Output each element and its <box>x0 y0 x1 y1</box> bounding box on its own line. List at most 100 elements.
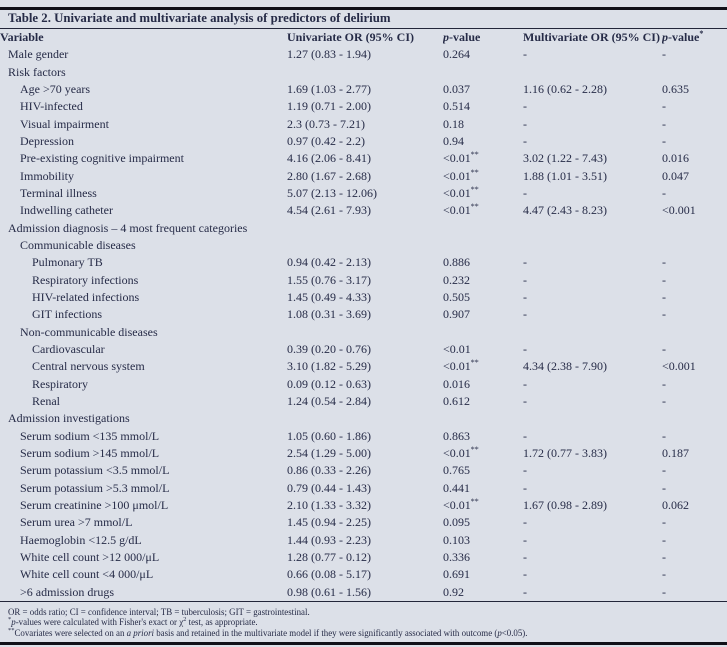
table-row: White cell count <4 000/μL 0.66 (0.08 - 5… <box>0 566 727 583</box>
univariate-or-cell <box>287 219 443 236</box>
multivariate-or-cell: - <box>523 376 527 391</box>
univariate-or-cell: 0.97 (0.42 - 2.2) <box>287 133 365 148</box>
p-value-multi-cell: - <box>662 394 666 409</box>
table-row: Cardiovascular 0.39 (0.20 - 0.76) <0.01 - - <box>0 341 727 358</box>
col-header-univariate-or: Univariate OR (95% CI) <box>287 30 414 44</box>
multivariate-or-cell: 4.34 (2.38 - 7.90) <box>523 359 607 374</box>
table-row: Pre-existing cognitive impairment 4.16 (2… <box>0 150 727 167</box>
variable-label: Depression <box>20 133 74 148</box>
bottom-rule <box>0 642 727 645</box>
univariate-or-cell: 2.3 (0.73 - 7.21) <box>287 116 365 131</box>
table-row: >6 admission drugs 0.98 (0.61 - 1.56) 0.92… <box>0 584 727 601</box>
variable-label: Central nervous system <box>32 359 145 374</box>
p-value-multi-cell: - <box>662 567 666 582</box>
p-value-multi-cell: - <box>662 428 666 443</box>
table-row: Visual impairment 2.3 (0.73 - 7.21) 0.18 - - <box>0 115 727 132</box>
univariate-or-cell: 1.24 (0.54 - 2.84) <box>287 394 371 409</box>
univariate-or-cell: 1.28 (0.77 - 0.12) <box>287 550 371 565</box>
table-row: Pulmonary TB 0.94 (0.42 - 2.13) 0.886 - - <box>0 254 727 271</box>
univariate-or-cell: 0.09 (0.12 - 0.63) <box>287 376 371 391</box>
p-value-cell: 0.612 <box>443 394 470 409</box>
p-value-cell: 0.18 <box>443 116 464 131</box>
table-row: Male gender 1.27 (0.83 - 1.94) 0.264 - - <box>0 46 727 63</box>
p-value-multi-cell: 0.635 <box>662 81 689 96</box>
table-row: Renal 1.24 (0.54 - 2.84) 0.612 - - <box>0 393 727 410</box>
variable-label: Pulmonary TB <box>32 255 103 270</box>
variable-label: Serum potassium >5.3 mmol/L <box>20 480 170 495</box>
p-value-cell: 0.765 <box>443 463 470 478</box>
p-value-cell: 0.264 <box>443 47 470 62</box>
multivariate-or-cell: - <box>523 272 527 287</box>
univariate-or-cell: 0.39 (0.20 - 0.76) <box>287 342 371 357</box>
variable-label: Communicable diseases <box>20 237 136 252</box>
col-header-multivariate-or: Multivariate OR (95% CI) <box>523 30 660 44</box>
p-value-cell: 0.095 <box>443 515 470 530</box>
table-row: Age >70 years 1.69 (1.03 - 2.77) 0.037 1.16… <box>0 81 727 98</box>
multivariate-or-cell: - <box>523 515 527 530</box>
multivariate-or-cell: 1.67 (0.98 - 2.89) <box>523 498 607 513</box>
table-row: Admission diagnosis – 4 most frequent ca… <box>0 219 727 236</box>
p-value-cell <box>443 219 523 236</box>
multivariate-or-cell: - <box>523 550 527 565</box>
table-row: Respiratory infections 1.55 (0.76 - 3.17)… <box>0 271 727 288</box>
univariate-or-cell: 1.19 (0.71 - 2.00) <box>287 99 371 114</box>
multivariate-or-cell: 1.88 (1.01 - 3.51) <box>523 168 607 183</box>
table-row: Admission investigations <box>0 410 727 427</box>
table-row: Serum potassium <3.5 mmol/L 0.86 (0.33 - … <box>0 462 727 479</box>
univariate-or-cell: 5.07 (2.13 - 12.06) <box>287 185 377 200</box>
table-row: HIV-related infections 1.45 (0.49 - 4.33)… <box>0 289 727 306</box>
p-value-multi-cell: - <box>662 47 666 62</box>
multivariate-or-cell: - <box>523 428 527 443</box>
p-value-multi-cell: <0.001 <box>662 359 696 374</box>
variable-label: Serum sodium <135 mmol/L <box>20 428 160 443</box>
multivariate-or-cell: 3.02 (1.22 - 7.43) <box>523 151 607 166</box>
p-value-cell: <0.01** <box>443 358 479 374</box>
variable-label: Serum urea >7 mmol/L <box>20 515 133 530</box>
multivariate-or-cell: - <box>523 342 527 357</box>
univariate-or-cell: 4.54 (2.61 - 7.93) <box>287 203 371 218</box>
multivariate-or-cell: - <box>523 584 527 599</box>
univariate-or-cell: 1.27 (0.83 - 1.94) <box>287 47 371 62</box>
table-row: Serum sodium <135 mmol/L 1.05 (0.60 - 1.8… <box>0 428 727 445</box>
p-value-cell <box>443 237 523 254</box>
univariate-or-cell <box>287 410 443 427</box>
variable-label: Age >70 years <box>20 81 91 96</box>
table-row: Serum creatinine >100 μmol/L 2.10 (1.33 -… <box>0 497 727 514</box>
multivariate-or-cell: - <box>523 532 527 547</box>
table-row: Respiratory 0.09 (0.12 - 0.63) 0.016 - - <box>0 376 727 393</box>
variable-label: GIT infections <box>32 307 103 322</box>
table-row: Indwelling catheter 4.54 (2.61 - 7.93) <0.… <box>0 202 727 219</box>
variable-label: Renal <box>32 394 60 409</box>
col-header-variable: Variable <box>0 30 44 44</box>
multivariate-or-cell <box>523 219 662 236</box>
table-row: Immobility 2.80 (1.67 - 2.68) <0.01** 1.88 … <box>0 167 727 184</box>
univariate-or-cell: 4.16 (2.06 - 8.41) <box>287 151 371 166</box>
p-value-cell: 0.691 <box>443 567 470 582</box>
table-body: Male gender 1.27 (0.83 - 1.94) 0.264 - - Risk… <box>0 46 727 601</box>
table-row: HIV-infected 1.19 (0.71 - 2.00) 0.514 - - <box>0 98 727 115</box>
p-value-cell: <0.01** <box>443 445 479 461</box>
univariate-or-cell: 1.08 (0.31 - 3.69) <box>287 307 371 322</box>
p-value-cell: 0.336 <box>443 550 470 565</box>
table-row: GIT infections 1.08 (0.31 - 3.69) 0.907 - - <box>0 306 727 323</box>
multivariate-or-cell: - <box>523 394 527 409</box>
univariate-or-cell: 1.45 (0.49 - 4.33) <box>287 289 371 304</box>
univariate-or-cell: 0.66 (0.08 - 5.17) <box>287 567 371 582</box>
multivariate-or-cell: - <box>523 116 527 131</box>
univariate-or-cell: 2.80 (1.67 - 2.68) <box>287 168 371 183</box>
p-value-cell: <0.01** <box>443 497 479 513</box>
p-value-multi-cell: - <box>662 133 666 148</box>
p-value-cell: 0.886 <box>443 255 470 270</box>
variable-label: Indwelling catheter <box>20 203 113 218</box>
univariate-or-cell: 0.98 (0.61 - 1.56) <box>287 584 371 599</box>
univariate-or-cell: 0.86 (0.33 - 2.26) <box>287 463 371 478</box>
multivariate-or-cell: - <box>523 480 527 495</box>
p-value-cell: <0.01 <box>443 342 471 357</box>
univariate-or-cell: 1.69 (1.03 - 2.77) <box>287 81 371 96</box>
table-row: Terminal illness 5.07 (2.13 - 12.06) <0.01… <box>0 185 727 202</box>
p-value-cell: 0.92 <box>443 584 464 599</box>
variable-label: Admission diagnosis – 4 most frequent ca… <box>8 220 248 235</box>
p-value-multi-cell: - <box>662 99 666 114</box>
multivariate-or-cell <box>523 410 662 427</box>
p-value-multi-cell: - <box>662 272 666 287</box>
